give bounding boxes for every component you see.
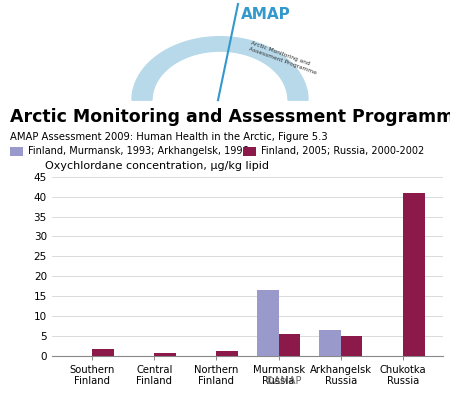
Polygon shape xyxy=(132,37,308,100)
Text: Finland, Murmansk, 1993; Arkhangelsk, 1996: Finland, Murmansk, 1993; Arkhangelsk, 19… xyxy=(28,146,248,156)
Bar xyxy=(319,330,341,356)
Text: Arctic Monitoring and Assessment Programme: Arctic Monitoring and Assessment Program… xyxy=(10,108,450,126)
Bar xyxy=(341,336,362,356)
Bar xyxy=(257,290,279,356)
Bar xyxy=(216,351,238,356)
Bar xyxy=(154,353,176,356)
Text: AMAP Assessment 2009: Human Health in the Arctic, Figure 5.3: AMAP Assessment 2009: Human Health in th… xyxy=(10,132,328,141)
Bar xyxy=(403,193,425,356)
Bar xyxy=(92,349,114,356)
Text: Finland, 2005; Russia, 2000-2002: Finland, 2005; Russia, 2000-2002 xyxy=(261,146,424,156)
Bar xyxy=(279,334,300,356)
Text: ©AMAP: ©AMAP xyxy=(265,376,302,386)
Text: AMAP: AMAP xyxy=(241,7,291,22)
Text: Oxychlordane concentration, μg/kg lipid: Oxychlordane concentration, μg/kg lipid xyxy=(45,161,269,171)
Text: Arctic Monitoring and
Assessment Programme: Arctic Monitoring and Assessment Program… xyxy=(248,40,320,75)
